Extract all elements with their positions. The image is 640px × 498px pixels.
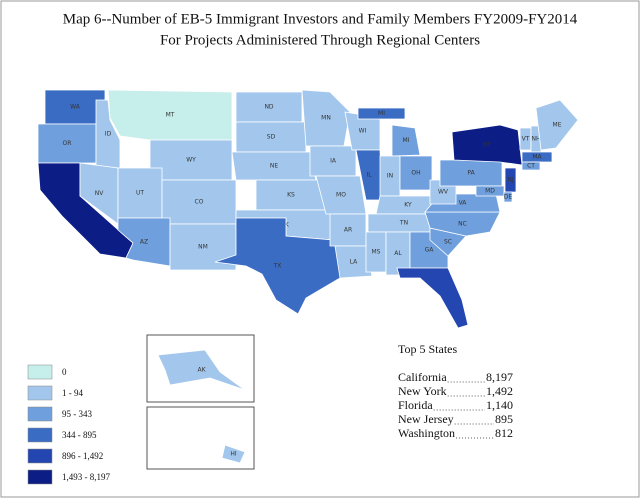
state-label: MS xyxy=(372,249,381,256)
state-label: KS xyxy=(287,192,295,199)
state-label: KY xyxy=(404,202,412,209)
state-label: VT xyxy=(522,136,530,143)
title-line: For Projects Administered Through Region… xyxy=(160,32,480,48)
state-label: TN xyxy=(399,220,408,227)
state xyxy=(396,267,469,329)
top-value: 812 xyxy=(495,426,513,440)
state-label: VA xyxy=(459,200,468,207)
legend-label: 0 xyxy=(62,367,67,377)
state-label: NM xyxy=(198,244,208,251)
state-label: ID xyxy=(105,131,112,138)
state xyxy=(521,151,553,163)
state-label: ME xyxy=(553,122,562,129)
state-label: MA xyxy=(532,154,542,161)
state xyxy=(157,349,246,391)
state-label: NJ xyxy=(507,177,513,184)
state xyxy=(334,245,373,279)
state-label: MT xyxy=(166,112,175,119)
state-label: DE xyxy=(504,194,513,201)
state-label: AZ xyxy=(140,239,148,246)
us-map: WAORIDMTWYNVUTCOAZNMNDSDNEKSOKTXMNIAMOAR… xyxy=(37,89,579,464)
top-states: Top 5 States California 8,197 New York 1,492… xyxy=(398,342,513,440)
state-label: AK xyxy=(197,367,206,374)
state-label: GA xyxy=(425,247,435,254)
state xyxy=(301,89,351,147)
state xyxy=(95,99,121,169)
top-value: 1,140 xyxy=(486,398,513,412)
state-label: WA xyxy=(70,104,81,111)
state-label: CT xyxy=(527,163,535,170)
state-label: NY xyxy=(483,142,491,149)
state xyxy=(214,217,341,315)
legend: 0 1 - 94 95 - 343 344 - 895 896 - 1,492 1,493… xyxy=(27,364,110,485)
state-label: WI xyxy=(359,128,367,135)
state xyxy=(391,124,421,157)
legend-label: 344 - 895 xyxy=(62,430,97,440)
top-value: 1,492 xyxy=(486,384,513,398)
state-label: OH xyxy=(411,170,420,177)
state-label: NV xyxy=(95,190,104,197)
state-label: WV xyxy=(438,189,449,196)
state-label: SC xyxy=(444,239,452,246)
state-label: MI xyxy=(378,110,385,117)
state-label: TX xyxy=(273,263,282,270)
state-label: HI xyxy=(230,451,237,458)
legend-label: 1 - 94 xyxy=(62,388,83,398)
legend-swatch xyxy=(27,406,53,422)
state-label: PA xyxy=(467,170,475,177)
state-label: NH xyxy=(532,136,541,143)
state xyxy=(169,223,237,271)
state xyxy=(503,191,513,203)
state-label: IN xyxy=(387,173,393,180)
legend-swatch xyxy=(27,364,53,380)
legend-swatch xyxy=(27,427,53,443)
state-label: IA xyxy=(330,158,337,165)
state xyxy=(221,444,246,464)
top-state: Florida xyxy=(398,398,433,412)
state-label: LA xyxy=(350,259,358,266)
legend-swatch xyxy=(27,448,53,464)
state-label: UT xyxy=(136,190,144,197)
top-value: 8,197 xyxy=(486,370,513,384)
legend-label: 1,493 - 8,197 xyxy=(62,472,110,482)
top-state: New York xyxy=(398,384,447,398)
state xyxy=(535,99,579,151)
legend-swatch xyxy=(27,469,53,485)
state-label: MN xyxy=(321,115,331,122)
state-label: IL xyxy=(366,172,372,179)
state-label: MI xyxy=(403,137,410,144)
state-label: SD xyxy=(267,134,276,141)
top-state: New Jersey xyxy=(398,412,454,426)
state-label: CO xyxy=(195,199,204,206)
legend-label: 896 - 1,492 xyxy=(62,451,103,461)
state-label: ND xyxy=(264,104,273,111)
top-state: California xyxy=(398,370,447,384)
state-label: AL xyxy=(394,250,402,257)
state-label: MD xyxy=(485,188,495,195)
state-label: WY xyxy=(186,157,196,164)
top-value: 895 xyxy=(495,412,513,426)
state xyxy=(504,167,517,193)
state xyxy=(357,107,406,120)
top-title: Top 5 States xyxy=(398,342,457,356)
title-line: Map 6--Number of EB-5 Immigrant Investor… xyxy=(63,11,578,27)
state-label: AR xyxy=(344,227,352,234)
legend-swatch xyxy=(27,385,53,401)
state-label: OR xyxy=(63,140,72,147)
top-state: Washington xyxy=(398,426,455,440)
state xyxy=(521,161,541,171)
state-label: NE xyxy=(270,163,278,170)
legend-label: 95 - 343 xyxy=(62,409,92,419)
state-label: NC xyxy=(458,221,467,228)
state-label: MO xyxy=(336,192,346,199)
